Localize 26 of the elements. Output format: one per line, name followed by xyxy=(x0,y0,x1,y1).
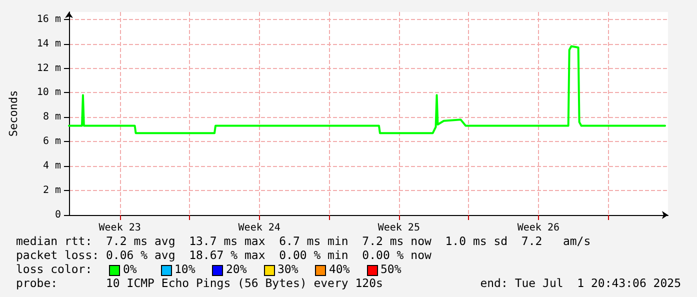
x-tick-label: Week 26 xyxy=(517,222,560,234)
text: packet loss: 0.06 % avg 18.67 % max 0.00 % min 0.00 % now xyxy=(16,248,432,262)
text: 20% xyxy=(226,262,247,276)
y-tick-label: 16 m xyxy=(36,14,61,25)
text: end: Tue Jul 1 20:43:06 2025 xyxy=(480,276,681,290)
text: probe: 10 ICMP Echo Pings (56 Bytes) every 120s xyxy=(16,276,383,290)
y-tick-label: 6 m xyxy=(42,136,61,148)
y-tick-label: 4 m xyxy=(42,160,61,172)
x-tick-label: Week 24 xyxy=(238,222,280,234)
y-tick-label: 2 m xyxy=(42,185,61,196)
line-series xyxy=(68,45,666,134)
x-tick-label: Week 25 xyxy=(378,222,420,234)
y-tick-label: 10 m xyxy=(36,87,61,98)
y-tick-label: 0 xyxy=(54,210,61,220)
y-tick-label: 8 m xyxy=(42,112,61,123)
y-tick-label: 14 m xyxy=(36,38,61,50)
y-axis-title: Seconds xyxy=(7,90,20,137)
text: 30% xyxy=(278,262,298,276)
text: median rtt: 7.2 ms avg 13.7 ms max 6.7 ms min 7.2 ms now 1.0 ms sd 7.2 am/s xyxy=(16,234,591,248)
text: 0% xyxy=(123,262,137,276)
y-tick-label: 12 m xyxy=(36,62,61,74)
x-tick-label: Week 23 xyxy=(98,222,141,234)
text: 40% xyxy=(329,262,350,276)
text: 10% xyxy=(174,262,196,276)
text: 50% xyxy=(380,262,402,276)
text: loss color: xyxy=(16,262,92,276)
